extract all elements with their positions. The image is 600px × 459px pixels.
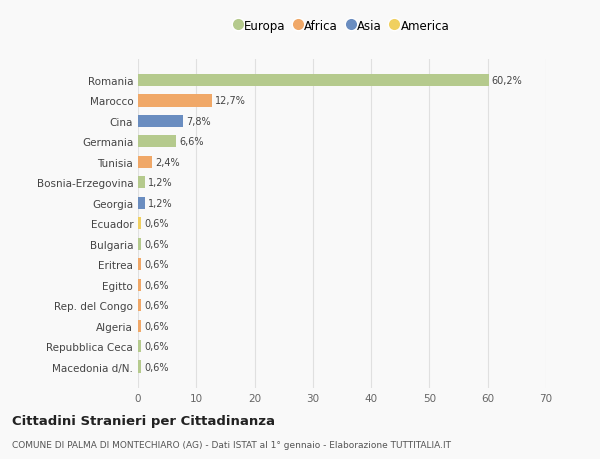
Bar xyxy=(138,299,142,312)
Text: 0,6%: 0,6% xyxy=(145,362,169,372)
Text: 2,4%: 2,4% xyxy=(155,157,179,168)
Bar xyxy=(138,116,184,128)
Text: 1,2%: 1,2% xyxy=(148,178,173,188)
Bar xyxy=(138,340,142,353)
Bar xyxy=(138,74,489,87)
Legend: Europa, Africa, Asia, America: Europa, Africa, Asia, America xyxy=(231,17,453,36)
Text: 0,6%: 0,6% xyxy=(145,280,169,290)
Text: 6,6%: 6,6% xyxy=(179,137,204,147)
Text: 1,2%: 1,2% xyxy=(148,198,173,208)
Text: 0,6%: 0,6% xyxy=(145,260,169,269)
Text: 0,6%: 0,6% xyxy=(145,239,169,249)
Text: 0,6%: 0,6% xyxy=(145,219,169,229)
Bar xyxy=(138,218,142,230)
Bar xyxy=(138,136,176,148)
Bar xyxy=(138,95,212,107)
Bar xyxy=(138,279,142,291)
Text: COMUNE DI PALMA DI MONTECHIARO (AG) - Dati ISTAT al 1° gennaio - Elaborazione TU: COMUNE DI PALMA DI MONTECHIARO (AG) - Da… xyxy=(12,441,451,449)
Text: Cittadini Stranieri per Cittadinanza: Cittadini Stranieri per Cittadinanza xyxy=(12,414,275,428)
Bar xyxy=(138,320,142,332)
Text: 12,7%: 12,7% xyxy=(215,96,246,106)
Bar xyxy=(138,238,142,250)
Text: 0,6%: 0,6% xyxy=(145,301,169,310)
Text: 0,6%: 0,6% xyxy=(145,321,169,331)
Bar xyxy=(138,197,145,209)
Text: 0,6%: 0,6% xyxy=(145,341,169,351)
Text: 7,8%: 7,8% xyxy=(187,117,211,127)
Text: 60,2%: 60,2% xyxy=(492,76,523,86)
Bar xyxy=(138,258,142,271)
Bar xyxy=(138,157,152,168)
Bar xyxy=(138,177,145,189)
Bar xyxy=(138,361,142,373)
